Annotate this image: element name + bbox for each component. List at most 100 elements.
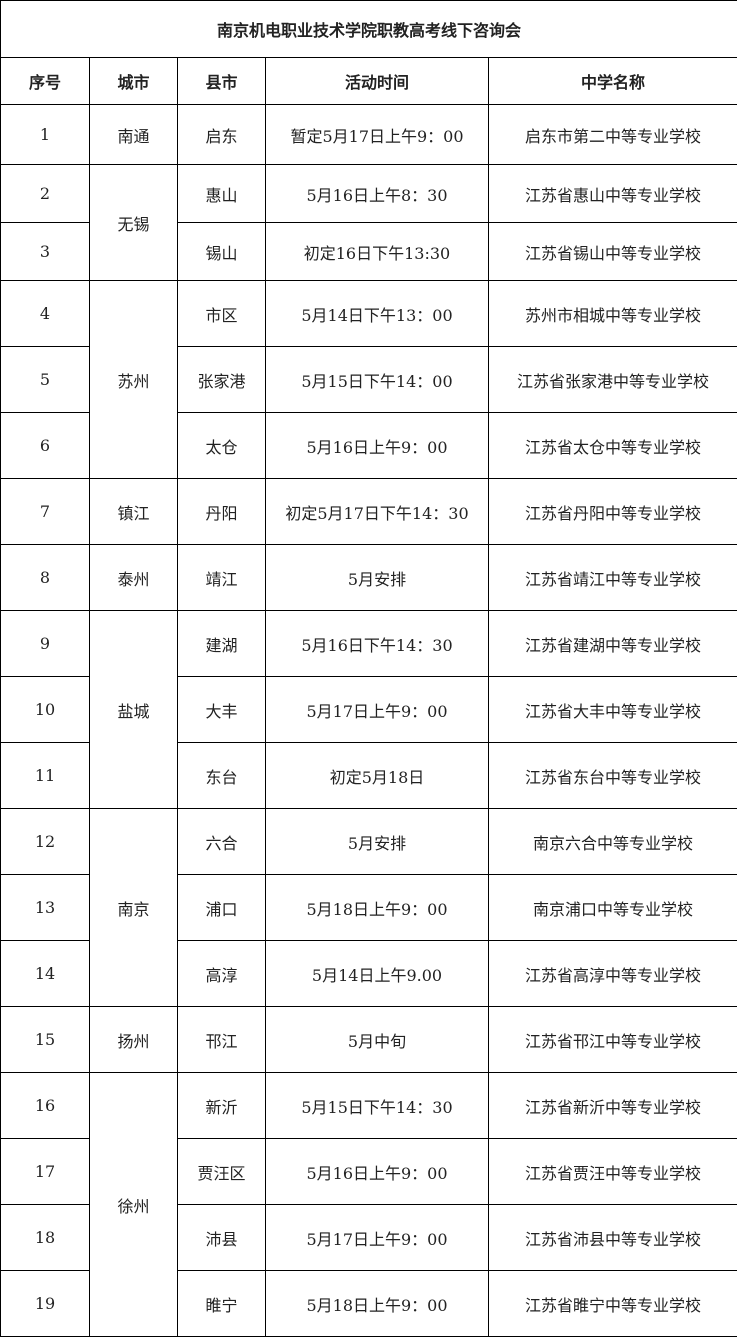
row-number: 16 (0, 1072, 90, 1139)
school-cell: 江苏省丹阳中等专业学校 (487, 478, 737, 545)
city-cell: 徐州 (89, 1072, 178, 1337)
table-row: 15 扬州 邗江 5月中旬 江苏省邗江中等专业学校 (0, 1006, 737, 1073)
school-cell: 江苏省贾汪中等专业学校 (487, 1138, 737, 1205)
time-cell: 5月15日下午14：30 (265, 1072, 489, 1139)
county-cell: 大丰 (177, 676, 266, 743)
school-cell: 江苏省惠山中等专业学校 (487, 164, 737, 223)
city-cell: 南京 (89, 808, 178, 1007)
table-row: 13 浦口 5月18日上午9：00 南京浦口中等专业学校 (0, 874, 737, 941)
school-cell: 江苏省沛县中等专业学校 (487, 1204, 737, 1271)
table-body: 1 南通 启东 暂定5月17日上午9：00 启东市第二中等专业学校 2 无锡 惠山 5月16日上… (0, 104, 737, 1337)
county-cell: 太仓 (177, 412, 266, 479)
header-county: 县市 (177, 57, 266, 105)
time-cell: 暂定5月17日上午9：00 (265, 104, 489, 165)
table-row: 11 东台 初定5月18日 江苏省东台中等专业学校 (0, 742, 737, 809)
row-number: 18 (0, 1204, 90, 1271)
time-cell: 5月18日上午9：00 (265, 874, 489, 941)
table-row: 4 苏州 市区 5月14日下午13：00 苏州市相城中等专业学校 (0, 280, 737, 479)
row-number: 19 (0, 1270, 90, 1337)
time-cell: 5月17日上午9：00 (265, 1204, 489, 1271)
time-cell: 5月18日上午9：00 (265, 1270, 489, 1337)
time-cell: 初定16日下午13:30 (265, 222, 489, 281)
school-cell: 江苏省睢宁中等专业学校 (487, 1270, 737, 1337)
time-cell: 5月中旬 (265, 1006, 489, 1073)
school-cell: 江苏省锡山中等专业学校 (487, 222, 737, 281)
table-row: 2 无锡 惠山 5月16日上午8：30 江苏省惠山中等专业学校 (0, 164, 737, 281)
table-row: 1 南通 启东 暂定5月17日上午9：00 启东市第二中等专业学校 (0, 104, 737, 165)
county-cell: 市区 (177, 280, 266, 347)
county-cell: 贾汪区 (177, 1138, 266, 1205)
header-no: 序号 (0, 57, 90, 105)
row-number: 15 (0, 1006, 90, 1073)
row-number: 3 (0, 222, 90, 281)
row-number: 6 (0, 412, 90, 479)
county-cell: 六合 (177, 808, 266, 875)
county-cell: 浦口 (177, 874, 266, 941)
table-row: 5 张家港 5月15日下午14：00 江苏省张家港中等专业学校 (0, 346, 737, 413)
time-cell: 5月17日上午9：00 (265, 676, 489, 743)
time-cell: 5月16日上午9：00 (265, 412, 489, 479)
time-cell: 5月16日上午9：00 (265, 1138, 489, 1205)
table-row: 10 大丰 5月17日上午9：00 江苏省大丰中等专业学校 (0, 676, 737, 743)
table-row: 18 沛县 5月17日上午9：00 江苏省沛县中等专业学校 (0, 1204, 737, 1271)
time-cell: 5月16日下午14：30 (265, 610, 489, 677)
table-row: 8 泰州 靖江 5月安排 江苏省靖江中等专业学校 (0, 544, 737, 611)
table-row: 17 贾汪区 5月16日上午9：00 江苏省贾汪中等专业学校 (0, 1138, 737, 1205)
time-cell: 5月14日下午13：00 (265, 280, 489, 347)
city-cell: 扬州 (89, 1006, 178, 1073)
table-row: 14 高淳 5月14日上午9.00 江苏省高淳中等专业学校 (0, 940, 737, 1007)
city-cell: 镇江 (89, 478, 178, 545)
school-cell: 江苏省太仓中等专业学校 (487, 412, 737, 479)
row-number: 2 (0, 164, 90, 223)
city-cell: 泰州 (89, 544, 178, 611)
table-row: 12 南京 六合 5月安排 南京六合中等专业学校 (0, 808, 737, 1007)
row-number: 5 (0, 346, 90, 413)
county-cell: 丹阳 (177, 478, 266, 545)
header-row: 序号 城市 县市 活动时间 中学名称 (0, 57, 737, 105)
time-cell: 5月14日上午9.00 (265, 940, 489, 1007)
county-cell: 张家港 (177, 346, 266, 413)
county-cell: 高淳 (177, 940, 266, 1007)
city-cell: 盐城 (89, 610, 178, 809)
county-cell: 新沂 (177, 1072, 266, 1139)
school-cell: 江苏省邗江中等专业学校 (487, 1006, 737, 1073)
time-cell: 5月安排 (265, 544, 489, 611)
time-cell: 5月安排 (265, 808, 489, 875)
title-row: 南京机电职业技术学院职教高考线下咨询会 (0, 0, 737, 58)
school-cell: 启东市第二中等专业学校 (487, 104, 737, 165)
row-number: 11 (0, 742, 90, 809)
school-cell: 江苏省建湖中等专业学校 (487, 610, 737, 677)
row-number: 12 (0, 808, 90, 875)
county-cell: 东台 (177, 742, 266, 809)
row-number: 14 (0, 940, 90, 1007)
school-cell: 江苏省靖江中等专业学校 (487, 544, 737, 611)
table-row: 6 太仓 5月16日上午9：00 江苏省太仓中等专业学校 (0, 412, 737, 479)
county-cell: 靖江 (177, 544, 266, 611)
header-city: 城市 (89, 57, 178, 105)
row-number: 10 (0, 676, 90, 743)
school-cell: 江苏省东台中等专业学校 (487, 742, 737, 809)
table-row: 19 睢宁 5月18日上午9：00 江苏省睢宁中等专业学校 (0, 1270, 737, 1337)
school-cell: 江苏省新沂中等专业学校 (487, 1072, 737, 1139)
school-cell: 江苏省大丰中等专业学校 (487, 676, 737, 743)
school-cell: 苏州市相城中等专业学校 (487, 280, 737, 347)
header-time: 活动时间 (265, 57, 489, 105)
table-title: 南京机电职业技术学院职教高考线下咨询会 (0, 0, 737, 58)
time-cell: 初定5月18日 (265, 742, 489, 809)
table-row: 9 盐城 建湖 5月16日下午14：30 江苏省建湖中等专业学校 (0, 610, 737, 809)
county-cell: 启东 (177, 104, 266, 165)
school-cell: 江苏省高淳中等专业学校 (487, 940, 737, 1007)
table-row: 7 镇江 丹阳 初定5月17日下午14：30 江苏省丹阳中等专业学校 (0, 478, 737, 545)
county-cell: 邗江 (177, 1006, 266, 1073)
row-number: 1 (0, 104, 90, 165)
school-cell: 江苏省张家港中等专业学校 (487, 346, 737, 413)
county-cell: 惠山 (177, 164, 266, 223)
row-number: 8 (0, 544, 90, 611)
school-cell: 南京浦口中等专业学校 (487, 874, 737, 941)
city-cell: 南通 (89, 104, 178, 165)
county-cell: 锡山 (177, 222, 266, 281)
row-number: 17 (0, 1138, 90, 1205)
school-cell: 南京六合中等专业学校 (487, 808, 737, 875)
city-cell: 无锡 (89, 164, 178, 281)
